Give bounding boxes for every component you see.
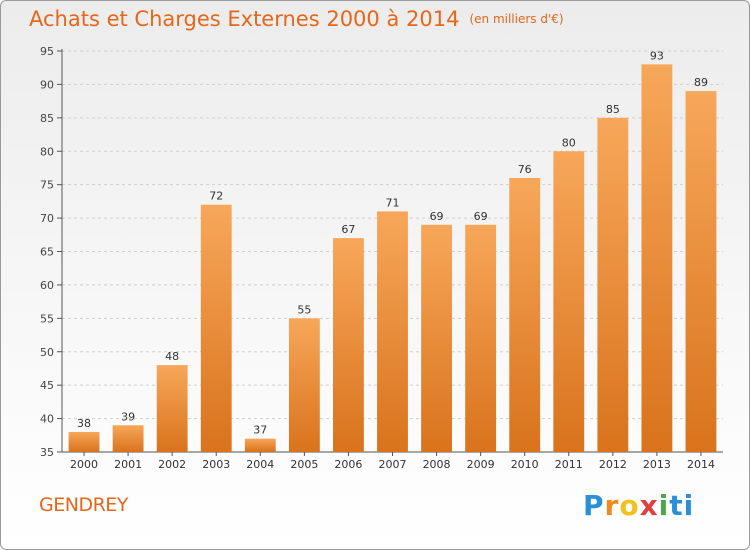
x-tick-label: 2003 xyxy=(202,458,230,471)
data-label: 93 xyxy=(650,49,664,62)
data-label: 55 xyxy=(297,303,311,316)
data-label: 76 xyxy=(518,163,532,176)
data-label: 80 xyxy=(562,136,576,149)
y-tick-label: 95 xyxy=(40,45,54,58)
x-tick-label: 2004 xyxy=(246,458,274,471)
data-label: 69 xyxy=(430,210,444,223)
data-label: 72 xyxy=(209,190,223,203)
x-tick-label: 2009 xyxy=(467,458,495,471)
y-tick-label: 85 xyxy=(40,112,54,125)
bar xyxy=(333,238,364,452)
data-label: 69 xyxy=(474,210,488,223)
logo-letter: o xyxy=(619,489,640,522)
y-tick-label: 65 xyxy=(40,246,54,259)
y-tick-label: 60 xyxy=(40,279,54,292)
y-tick-label: 80 xyxy=(40,145,54,158)
logo-letter: x xyxy=(639,489,659,522)
data-label: 67 xyxy=(341,223,355,236)
x-tick-label: 2008 xyxy=(423,458,451,471)
y-tick-label: 55 xyxy=(40,312,54,325)
logo-letter: ti xyxy=(669,489,695,522)
x-tick-label: 2006 xyxy=(334,458,362,471)
bar xyxy=(200,204,232,452)
bar xyxy=(509,177,541,452)
data-label: 71 xyxy=(386,196,400,209)
place-name: GENDREY xyxy=(39,494,128,516)
y-tick-label: 40 xyxy=(40,413,54,426)
bar xyxy=(156,365,188,452)
data-label: 39 xyxy=(121,410,135,423)
bar xyxy=(597,117,629,452)
bar xyxy=(421,224,452,452)
bar xyxy=(68,431,100,452)
chart-title-text: Achats et Charges Externes 2000 à 2014 xyxy=(29,7,460,31)
chart-title: Achats et Charges Externes 2000 à 2014 (e… xyxy=(29,7,564,31)
y-tick-label: 90 xyxy=(40,78,54,91)
chart-subtitle: (en milliers d'€) xyxy=(469,12,564,26)
bar xyxy=(641,64,673,452)
x-tick-label: 2013 xyxy=(643,458,671,471)
proxiti-logo: Proxiti xyxy=(583,489,694,522)
y-tick-label: 50 xyxy=(40,346,54,359)
y-tick-label: 35 xyxy=(40,446,54,459)
x-tick-label: 2005 xyxy=(290,458,318,471)
x-tick-label: 2012 xyxy=(599,458,627,471)
y-tick-label: 70 xyxy=(40,212,54,225)
bar xyxy=(288,318,320,452)
bar xyxy=(553,151,585,452)
x-tick-label: 2010 xyxy=(511,458,539,471)
y-tick-label: 75 xyxy=(40,179,54,192)
logo-letter: P xyxy=(583,489,605,522)
x-tick-label: 2000 xyxy=(70,458,98,471)
bar xyxy=(685,91,717,452)
data-label: 85 xyxy=(606,103,620,116)
x-tick-label: 2002 xyxy=(158,458,186,471)
data-label: 38 xyxy=(77,417,91,430)
y-tick-label: 45 xyxy=(40,379,54,392)
data-label: 37 xyxy=(253,424,267,437)
bar xyxy=(244,438,276,452)
x-tick-label: 2001 xyxy=(114,458,142,471)
bar xyxy=(377,211,408,452)
data-label: 89 xyxy=(694,76,708,89)
bar xyxy=(112,425,144,452)
x-tick-label: 2011 xyxy=(555,458,583,471)
x-tick-label: 2014 xyxy=(687,458,715,471)
x-tick-label: 2007 xyxy=(379,458,407,471)
logo-letter: i xyxy=(658,489,670,522)
bar xyxy=(465,224,497,452)
logo-letter: r xyxy=(604,489,620,522)
data-label: 48 xyxy=(165,350,179,363)
